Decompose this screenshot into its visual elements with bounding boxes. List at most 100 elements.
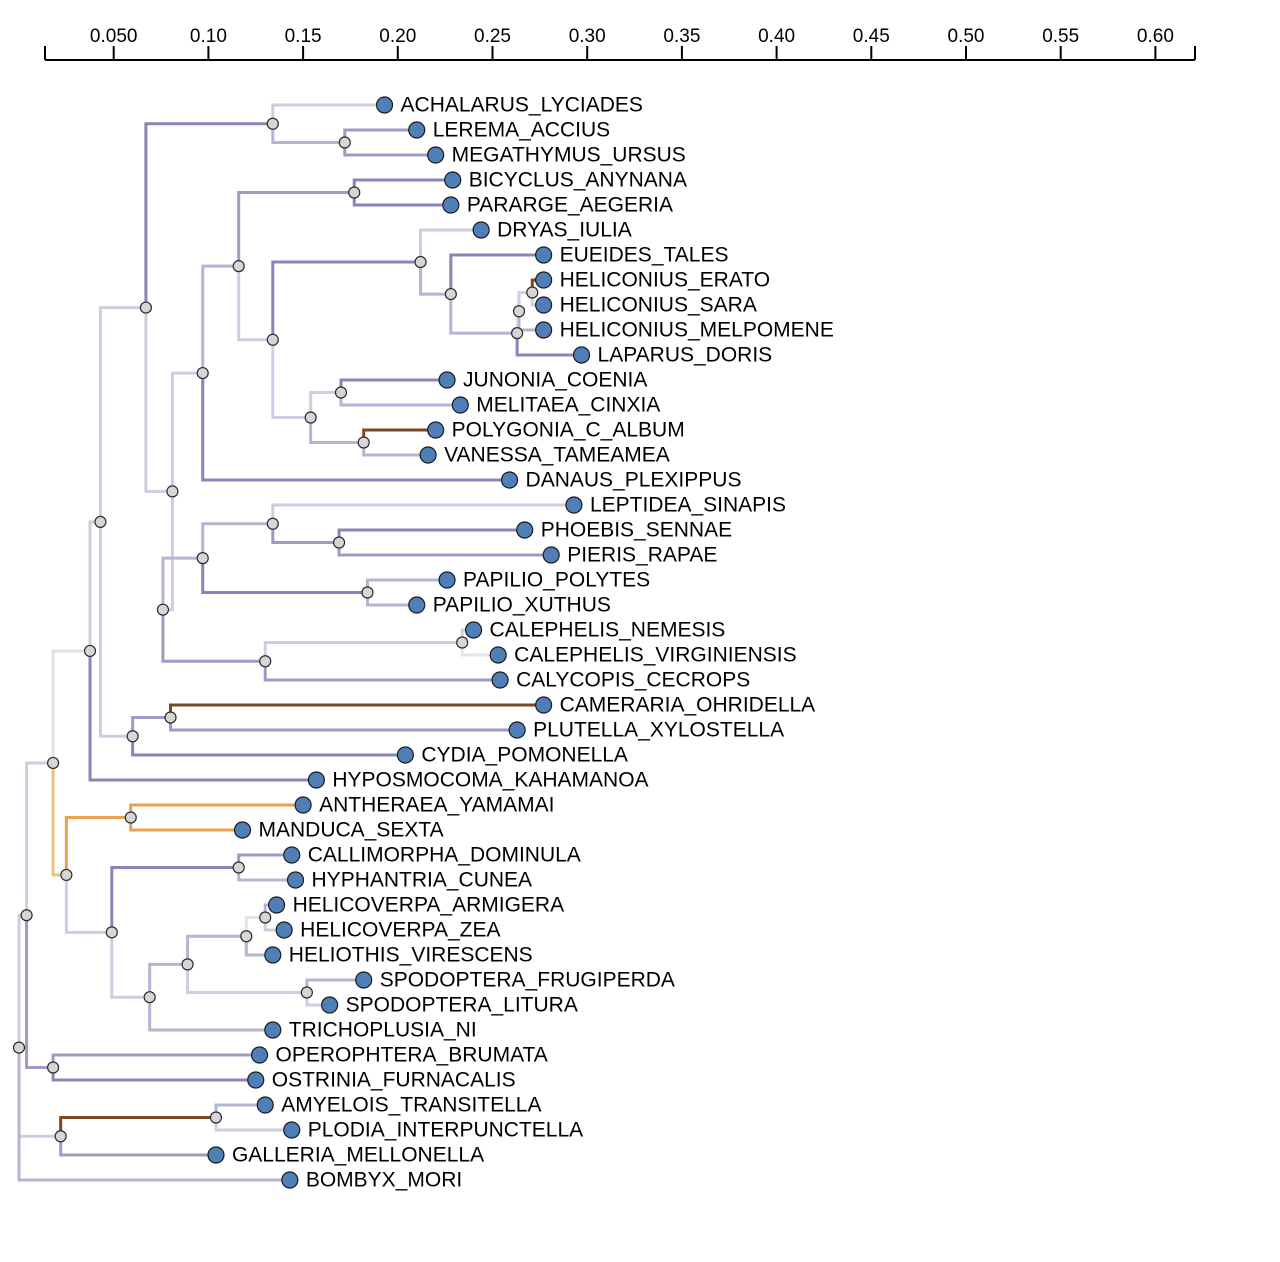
axis-tick-label: 0.050: [90, 26, 138, 47]
branch-n_papil_all: [144, 307, 173, 493]
branch-dryas-iulia: [419, 228, 482, 263]
leaf-node-eueides-tales[interactable]: [535, 246, 553, 264]
leaf-node-heliconius-sara[interactable]: [535, 296, 553, 314]
leaf-node-hyphantria-cunea[interactable]: [286, 871, 305, 889]
internal-node[interactable]: [209, 1111, 223, 1124]
internal-node[interactable]: [60, 868, 73, 882]
internal-node[interactable]: [196, 366, 209, 380]
branch-antheraea-yamamai: [129, 803, 304, 818]
leaf-node-heliothis-virescens[interactable]: [264, 946, 282, 964]
leaf-node-dryas-iulia[interactable]: [472, 221, 490, 239]
leaf-node-operophtera-brumata[interactable]: [250, 1046, 269, 1064]
internal-node[interactable]: [12, 1041, 26, 1054]
internal-node[interactable]: [334, 386, 348, 399]
leaf-node-polygonia-c-album[interactable]: [427, 421, 445, 439]
leaf-node-amyelois-transitella[interactable]: [256, 1096, 274, 1114]
internal-node[interactable]: [456, 636, 469, 649]
leaf-node-pieris-rapae[interactable]: [542, 546, 560, 564]
axis-tick-label: 0.60: [1137, 26, 1174, 47]
leaf-node-cydia-pomonella[interactable]: [396, 746, 414, 764]
leaf-node-plutella-xylostella[interactable]: [508, 721, 526, 739]
internal-node[interactable]: [20, 909, 33, 922]
leaf-node-ostrinia-furnacalis[interactable]: [247, 1071, 265, 1089]
leaf-node-calephelis-nemesis[interactable]: [464, 621, 483, 639]
taxon-label-cameraria-ohridella: CAMERARIA_OHRIDELLA: [560, 694, 816, 717]
internal-node[interactable]: [512, 305, 526, 318]
leaf-node-lerema-accius[interactable]: [408, 121, 426, 139]
branch-n_calephelis: [263, 641, 463, 662]
branch-galleria-mellonella: [59, 1136, 216, 1157]
branch-vanessa-tameamea: [362, 442, 429, 457]
internal-node[interactable]: [105, 926, 118, 939]
internal-node[interactable]: [259, 911, 272, 924]
leaf-node-heliconius-melpomene[interactable]: [535, 321, 553, 339]
internal-node[interactable]: [304, 411, 317, 424]
internal-node[interactable]: [156, 603, 170, 616]
leaf-node-hyposmocoma-kahamanoa[interactable]: [307, 771, 325, 789]
leaf-node-vanessa-tameamea[interactable]: [419, 446, 437, 464]
internal-node[interactable]: [266, 333, 279, 346]
leaf-node-manduca-sexta[interactable]: [233, 821, 252, 839]
internal-node[interactable]: [164, 711, 177, 724]
internal-node[interactable]: [444, 287, 457, 301]
internal-node[interactable]: [511, 327, 524, 340]
internal-node[interactable]: [266, 117, 279, 130]
leaf-node-phoebis-sennae[interactable]: [516, 521, 534, 539]
leaf-node-helicoverpa-zea[interactable]: [275, 921, 293, 939]
internal-node[interactable]: [357, 436, 370, 449]
leaf-node-calycopis-cecrops[interactable]: [491, 671, 509, 689]
internal-node[interactable]: [348, 186, 361, 199]
internal-node[interactable]: [54, 1130, 67, 1143]
leaf-node-plodia-interpunctella[interactable]: [283, 1121, 301, 1139]
internal-node[interactable]: [414, 255, 427, 269]
internal-node[interactable]: [139, 301, 152, 314]
internal-node[interactable]: [266, 517, 279, 530]
leaf-node-pararge-aegeria[interactable]: [442, 196, 460, 214]
leaf-node-melitaea-cinxia[interactable]: [451, 396, 469, 414]
internal-node[interactable]: [259, 655, 272, 668]
leaf-node-leptidea-sinapis[interactable]: [565, 496, 583, 514]
internal-node[interactable]: [300, 986, 313, 999]
leaf-node-papilio-xuthus[interactable]: [408, 596, 426, 614]
branch-n_noct_all: [64, 874, 112, 934]
internal-node[interactable]: [166, 485, 179, 498]
leaf-node-spodoptera-frugiperda[interactable]: [355, 971, 373, 989]
leaf-node-callimorpha-dominula[interactable]: [283, 846, 301, 864]
taxon-label-plutella-xylostella: PLUTELLA_XYLOSTELLA: [533, 719, 784, 742]
leaf-node-helicoverpa-armigera[interactable]: [267, 896, 286, 914]
internal-node[interactable]: [232, 260, 245, 273]
internal-node[interactable]: [181, 958, 194, 971]
leaf-node-heliconius-erato[interactable]: [535, 271, 553, 289]
internal-node[interactable]: [46, 1061, 60, 1074]
leaf-node-achalarus-lyciades[interactable]: [375, 96, 394, 114]
leaf-node-bicyclus-anynana[interactable]: [444, 171, 462, 189]
leaf-node-cameraria-ohridella[interactable]: [535, 696, 553, 714]
branch-n_hesp2: [271, 123, 345, 144]
internal-node[interactable]: [232, 861, 245, 874]
internal-node[interactable]: [83, 644, 97, 658]
leaf-node-bombyx-mori[interactable]: [281, 1171, 299, 1189]
leaf-node-junonia-coenia[interactable]: [438, 371, 456, 389]
internal-node[interactable]: [361, 586, 374, 599]
internal-node[interactable]: [126, 730, 139, 743]
internal-node[interactable]: [46, 756, 60, 770]
internal-node[interactable]: [526, 286, 539, 299]
branch-n_heliconiinae: [271, 260, 421, 340]
internal-node[interactable]: [143, 991, 156, 1004]
leaf-node-papilio-polytes[interactable]: [438, 571, 456, 589]
internal-node[interactable]: [196, 552, 209, 565]
branch-n_geo_pyr: [25, 915, 54, 1069]
internal-node[interactable]: [240, 930, 253, 943]
leaf-node-spodoptera-litura[interactable]: [321, 996, 339, 1014]
leaf-node-antheraea-yamamai[interactable]: [294, 796, 312, 814]
leaf-node-calephelis-virginiensis[interactable]: [489, 646, 507, 664]
internal-node[interactable]: [124, 811, 137, 824]
internal-node[interactable]: [332, 536, 346, 549]
leaf-node-galleria-mellonella[interactable]: [207, 1146, 225, 1164]
leaf-node-trichoplusia-ni[interactable]: [264, 1021, 282, 1039]
leaf-node-danaus-plexippus[interactable]: [500, 471, 519, 489]
internal-node[interactable]: [94, 515, 107, 529]
leaf-node-megathymus-ursus[interactable]: [427, 146, 445, 164]
internal-node[interactable]: [338, 136, 351, 149]
leaf-node-laparus-doris[interactable]: [572, 346, 591, 364]
